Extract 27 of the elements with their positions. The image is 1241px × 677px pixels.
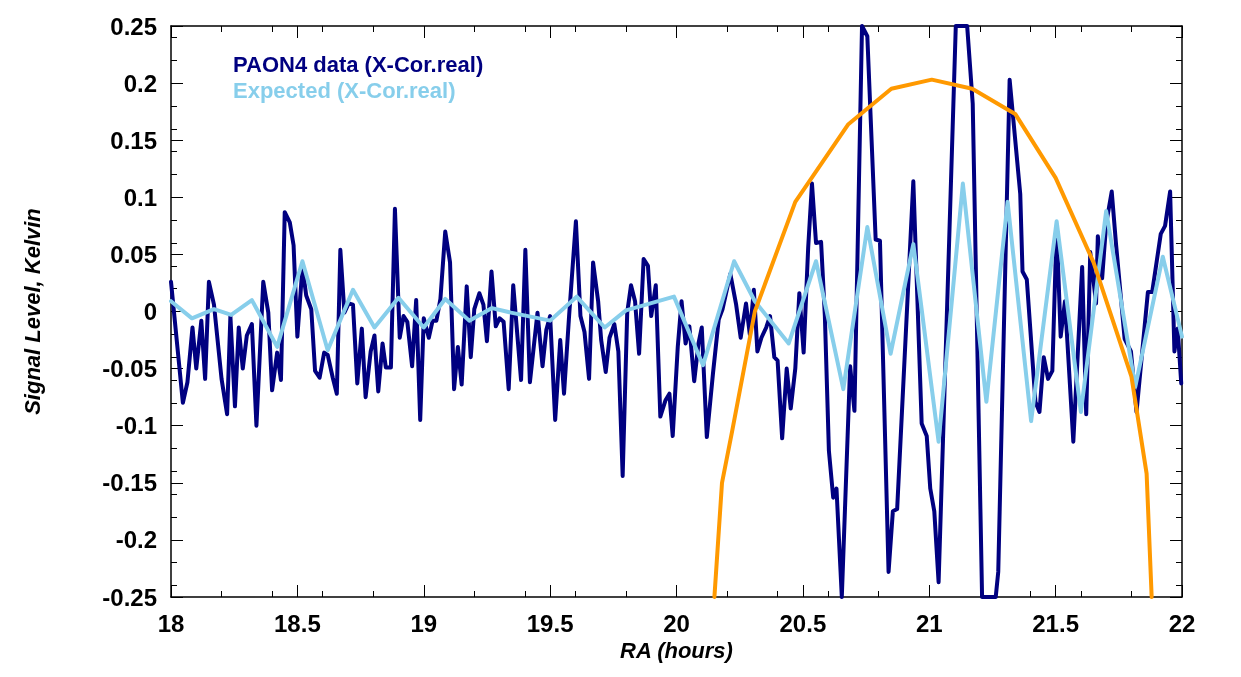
x-tick-label: 18	[157, 609, 185, 637]
x-axis-title: RA (hours)	[620, 638, 733, 664]
y-tick-label: 0	[143, 298, 157, 325]
y-tick-label: -0.2	[115, 526, 157, 554]
x-tick-label: 21.5	[1032, 609, 1079, 637]
text: Expected (X-Cor.real)	[233, 77, 456, 103]
line-series	[169, 24, 1184, 599]
x-tick-label: 22	[1168, 609, 1196, 637]
y-tick-label: 0.2	[123, 69, 157, 97]
x-tick-label: 18.5	[274, 609, 321, 637]
y-tick-label: -0.25	[102, 583, 157, 611]
y-axis-title: Signal Level, Kelvin	[19, 208, 45, 415]
y-tick-label: -0.15	[102, 469, 157, 497]
x-tick-label: 20	[663, 609, 690, 637]
x-tick-label: 20.5	[779, 609, 827, 637]
line-series	[712, 77, 1154, 599]
y-tick-label: 0.1	[123, 183, 157, 211]
x-tick-label: 19	[410, 609, 438, 637]
y-tick-label: 0.15	[110, 126, 157, 154]
y-tick-label: -0.05	[102, 355, 157, 383]
y-tick-label: -0.1	[115, 412, 157, 440]
text: PAON4 data (X-Cor.real)	[233, 51, 484, 77]
x-tick-label: 19.5	[526, 609, 574, 637]
x-tick-label: 21	[915, 609, 943, 637]
y-tick-label: 0.05	[110, 240, 157, 268]
line-series	[169, 181, 1184, 444]
y-tick-label: 0.25	[110, 12, 157, 40]
